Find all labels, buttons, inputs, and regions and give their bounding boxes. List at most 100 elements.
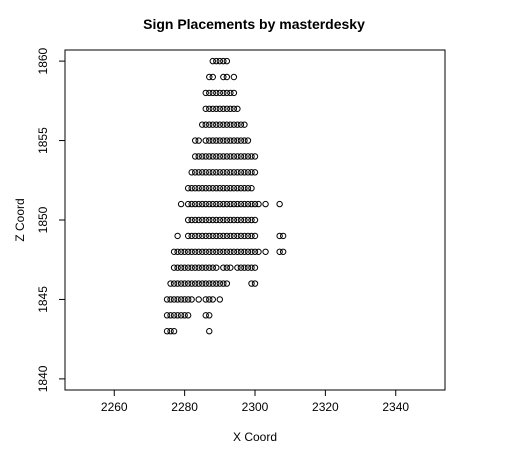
data-point — [206, 216, 213, 224]
data-point — [184, 248, 192, 255]
data-point — [251, 216, 259, 224]
data-point — [223, 137, 231, 144]
data-point — [220, 280, 227, 287]
data-point — [227, 105, 234, 112]
data-point — [206, 296, 213, 303]
data-point — [195, 200, 202, 208]
data-point — [237, 137, 245, 144]
data-point — [248, 169, 255, 176]
data-point — [237, 216, 245, 224]
data-point — [195, 137, 202, 144]
data-point — [279, 248, 287, 255]
x-tick-label: 2320 — [312, 400, 339, 414]
x-tick-label: 2280 — [171, 400, 198, 414]
data-point — [202, 169, 209, 176]
data-point — [251, 153, 259, 160]
data-point — [170, 248, 178, 255]
data-point — [184, 312, 192, 319]
data-point — [220, 105, 227, 112]
data-point — [199, 169, 206, 176]
data-point — [237, 264, 245, 271]
data-point — [188, 248, 195, 255]
y-tick-label: 1850 — [36, 206, 50, 233]
data-point — [223, 89, 231, 97]
data-point — [191, 137, 199, 144]
y-ticks: 1840 1845 1850 1855 1860 — [36, 47, 65, 392]
data-point — [213, 137, 220, 144]
data-point — [251, 232, 259, 240]
data-point — [202, 137, 209, 144]
data-point — [276, 200, 283, 208]
data-point — [230, 121, 238, 128]
data-point — [199, 248, 206, 255]
data-point — [276, 248, 283, 255]
data-point — [237, 232, 245, 240]
data-point — [174, 248, 181, 255]
data-point — [209, 264, 216, 271]
data-point — [174, 280, 181, 287]
plot-frame — [64, 49, 446, 391]
data-point — [230, 73, 238, 81]
data-point — [230, 200, 238, 208]
data-point — [202, 185, 209, 192]
data-point — [170, 264, 178, 271]
data-point — [199, 200, 206, 208]
data-point — [163, 328, 171, 335]
data-point — [206, 328, 213, 335]
x-axis-label: X Coord — [233, 430, 277, 444]
data-point — [223, 121, 231, 128]
data-point — [195, 296, 202, 303]
data-point — [213, 153, 220, 160]
data-point — [174, 232, 181, 240]
data-point — [202, 89, 209, 97]
data-point — [223, 264, 231, 271]
data-point — [227, 248, 234, 255]
data-point — [188, 216, 195, 224]
data-point — [195, 153, 202, 160]
data-point — [209, 296, 216, 303]
data-point — [181, 248, 188, 255]
data-point — [227, 200, 234, 208]
data-point — [230, 232, 238, 240]
data-point — [206, 153, 213, 160]
data-point — [191, 153, 199, 160]
data-point — [206, 89, 213, 97]
data-point — [177, 312, 185, 319]
data-point — [170, 328, 178, 335]
data-point — [206, 200, 213, 208]
data-point — [262, 200, 269, 208]
data-point — [167, 328, 174, 335]
data-point — [234, 121, 241, 128]
x-tick-label: 2300 — [242, 400, 269, 414]
data-point — [181, 280, 188, 287]
data-point — [213, 57, 220, 65]
data-point — [213, 121, 220, 128]
data-point — [220, 137, 227, 144]
data-point — [181, 264, 188, 271]
data-point — [199, 153, 206, 160]
data-point — [195, 216, 202, 224]
data-point — [216, 153, 224, 160]
data-point — [195, 248, 202, 255]
data-point — [230, 153, 238, 160]
data-point — [206, 73, 213, 81]
data-point — [248, 200, 255, 208]
data-point — [255, 248, 262, 255]
y-axis-label: Z Coord — [13, 198, 27, 241]
data-point — [244, 216, 252, 224]
data-point — [230, 137, 238, 144]
data-point — [209, 73, 216, 81]
data-point — [241, 264, 248, 271]
data-point — [227, 169, 234, 176]
data-point — [223, 248, 231, 255]
data-point — [244, 169, 252, 176]
data-point — [213, 280, 220, 287]
data-point — [206, 169, 213, 176]
data-point — [199, 216, 206, 224]
data-point — [216, 216, 224, 224]
data-point — [223, 280, 231, 287]
data-point — [177, 200, 185, 208]
data-point — [213, 216, 220, 224]
data-point — [209, 137, 216, 144]
